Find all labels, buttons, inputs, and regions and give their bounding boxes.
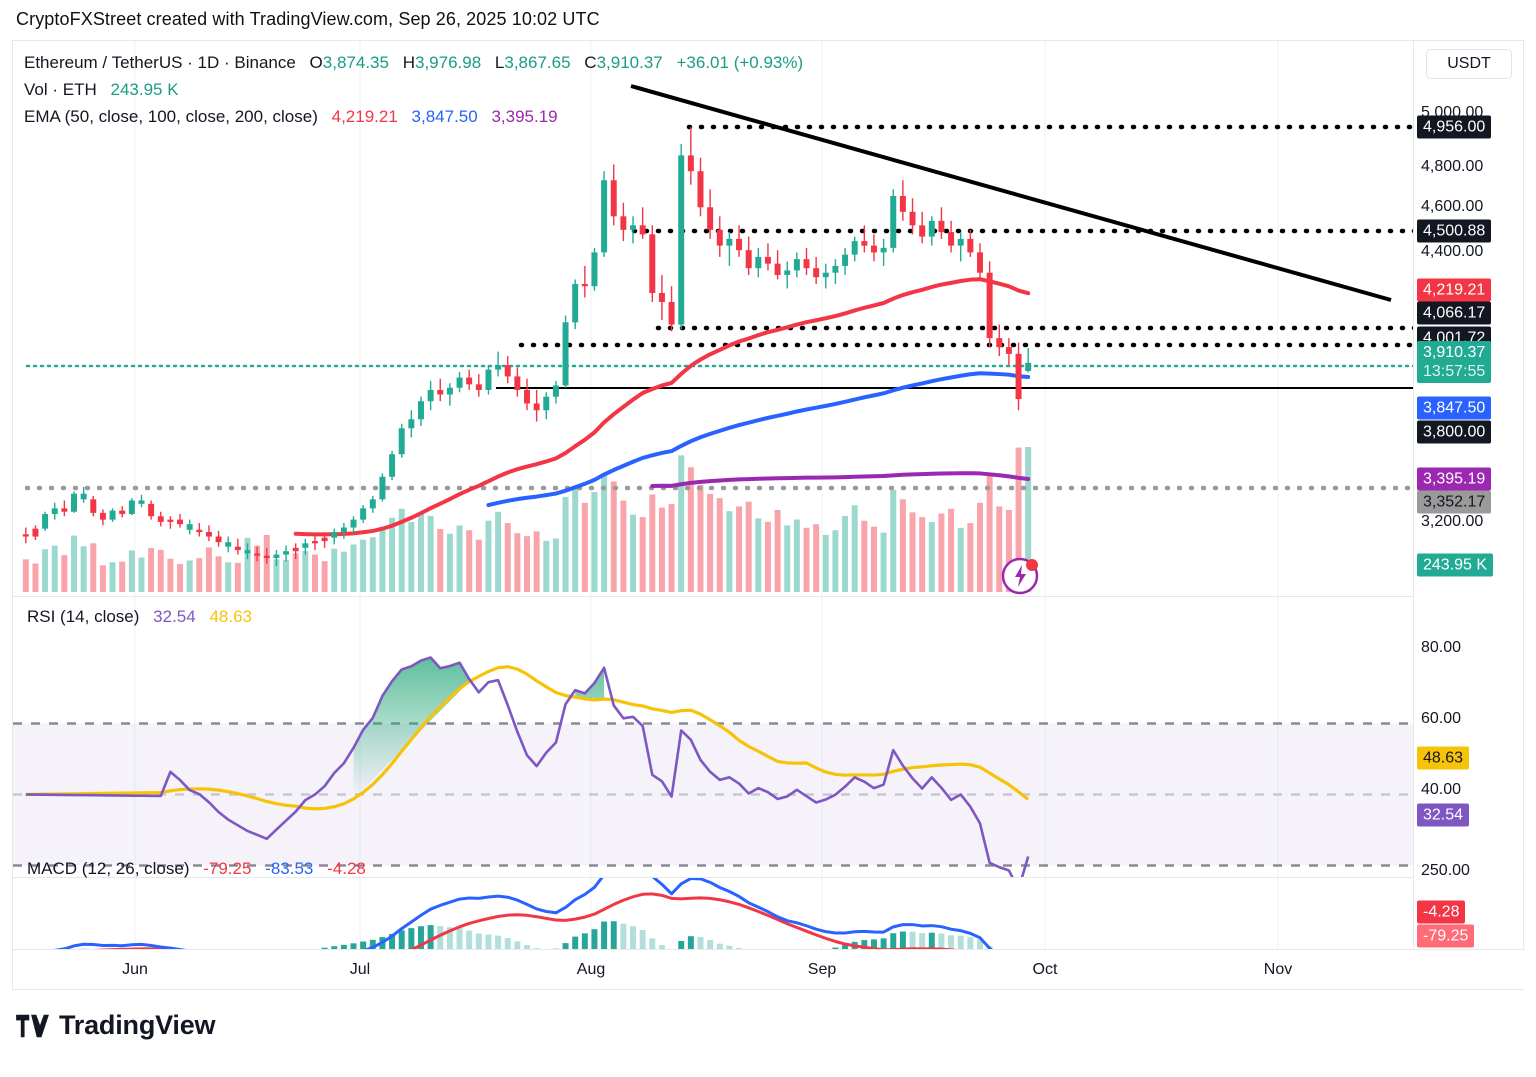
- price-legend: Ethereum / TetherUS · 1D · Binance O3,87…: [24, 49, 803, 130]
- rsi-legend: RSI (14, close) 32.54 48.63: [27, 607, 252, 627]
- macd-badge-1: -79.25: [1417, 924, 1475, 948]
- legend-ema200-value: 3,395.19: [491, 107, 558, 126]
- tradingview-logo: TradingView: [16, 1010, 216, 1041]
- price-badge-0: 4,956.00: [1417, 115, 1492, 139]
- rsi-ma-line: [25, 665, 1030, 811]
- price-badge-1: 4,500.88: [1417, 219, 1492, 243]
- price-badge-8: 3,395.19: [1417, 467, 1492, 491]
- rsi-legend-value: 32.54: [153, 607, 196, 626]
- tradingview-logo-text: TradingView: [59, 1010, 216, 1040]
- legend-close-value: 3,910.37: [596, 53, 663, 72]
- price-badge-9: 3,352.17: [1417, 490, 1492, 514]
- legend-ema-label: EMA (50, close, 100, close, 200, close): [24, 107, 318, 126]
- legend-volume-row: Vol · ETH 243.95 K: [24, 76, 803, 103]
- legend-ema50-value: 4,219.21: [331, 107, 398, 126]
- rsi-line: [25, 656, 1030, 877]
- annotation-lines: [24, 124, 1415, 491]
- legend-open-value: 3,874.35: [322, 53, 389, 72]
- legend-symbol: Ethereum / TetherUS · 1D · Binance: [24, 53, 296, 72]
- time-tick-jul: Jul: [349, 961, 371, 978]
- rsi-overbought-fill: [353, 657, 894, 799]
- price-tick-3: 4,400.00: [1421, 243, 1484, 260]
- price-badge-6: 3,847.50: [1417, 396, 1492, 420]
- ema-100-line: [486, 371, 1031, 508]
- price-scale-axis[interactable]: USDT 5,000.00 4,800.00 4,600.00 4,400.00 3,2…: [1413, 41, 1523, 989]
- price-tick-1: 4,800.00: [1421, 158, 1484, 175]
- legend-open-label: O: [309, 53, 323, 72]
- rsi-badge-1: 32.54: [1417, 803, 1470, 827]
- ema-50-line: [293, 277, 1031, 537]
- time-tick-nov: Nov: [1263, 961, 1293, 978]
- price-badge-2: 4,219.21: [1417, 278, 1492, 302]
- legend-close-label: C: [584, 53, 597, 72]
- rsi-badge-0: 48.63: [1417, 746, 1470, 770]
- tradingview-mark-icon: [16, 1014, 49, 1037]
- price-badge-7: 3,800.00: [1417, 420, 1492, 444]
- pane-separator-2: [13, 877, 1525, 878]
- legend-volume-value: 243.95 K: [110, 80, 179, 99]
- rsi-tick-2: 40.00: [1421, 781, 1462, 798]
- candlesticks: [22, 127, 1032, 566]
- ema-200-line: [650, 471, 1031, 488]
- time-tick-jun: Jun: [122, 961, 148, 978]
- macd-legend-label: MACD (12, 26, close): [27, 859, 190, 878]
- time-tick-sep: Sep: [807, 961, 837, 978]
- price-badge-3: 4,066.17: [1417, 301, 1492, 325]
- legend-change: +36.01 (+0.93%): [676, 53, 804, 72]
- currency-badge: USDT: [1426, 49, 1512, 79]
- time-tick-oct: Oct: [1032, 961, 1058, 978]
- macd-legend-value1: -79.25: [203, 859, 252, 878]
- time-scale-axis[interactable]: Jun Jul Aug Sep Oct Nov: [13, 949, 1525, 989]
- price-tick-4: 3,200.00: [1421, 513, 1484, 530]
- macd-tick-0: 250.00: [1421, 862, 1470, 879]
- pane-separator-1: [13, 596, 1525, 597]
- attribution-text: CryptoFXStreet created with TradingView.…: [16, 9, 600, 29]
- annotation-descending-resistance: [630, 84, 1392, 302]
- legend-low-value: 3,867.65: [504, 53, 571, 72]
- time-tick-aug: Aug: [576, 961, 606, 978]
- rsi-chart-canvas[interactable]: [13, 597, 1415, 877]
- price-badge-10: 243.95 K: [1417, 553, 1494, 577]
- rsi-tick-1: 60.00: [1421, 710, 1462, 727]
- chart-frame: Ethereum / TetherUS · 1D · Binance O3,87…: [12, 40, 1525, 990]
- legend-volume-label: Vol · ETH: [24, 80, 97, 99]
- macd-legend: MACD (12, 26, close) -79.25 -83.53 -4.28: [27, 859, 366, 879]
- macd-badge-0: -4.28: [1417, 900, 1466, 924]
- legend-symbol-row: Ethereum / TetherUS · 1D · Binance O3,87…: [24, 49, 803, 76]
- rsi-legend-label: RSI (14, close): [27, 607, 140, 626]
- legend-low-label: L: [494, 53, 505, 72]
- price-badge-5: 3,910.37 13:57:55: [1417, 341, 1492, 383]
- volume-bars: [22, 447, 1032, 592]
- price-tick-2: 4,600.00: [1421, 198, 1484, 215]
- legend-high-label: H: [402, 53, 415, 72]
- price-chart-canvas[interactable]: [13, 41, 1415, 596]
- rsi-tick-0: 80.00: [1421, 639, 1462, 656]
- price-pane[interactable]: [13, 41, 1415, 596]
- legend-high-value: 3,976.98: [414, 53, 482, 72]
- macd-legend-value2: -83.53: [265, 859, 314, 878]
- alert-lightning-icon: [1001, 557, 1039, 595]
- macd-legend-value3: -4.28: [327, 859, 366, 878]
- legend-ema-row: EMA (50, close, 100, close, 200, close) …: [24, 103, 803, 130]
- rsi-ma-legend-value: 48.63: [209, 607, 252, 626]
- rsi-pane[interactable]: [13, 597, 1415, 877]
- axis-labels-host: 5,000.00 4,800.00 4,600.00 4,400.00 3,200.00…: [1413, 41, 1523, 989]
- legend-ema100-value: 3,847.50: [411, 107, 478, 126]
